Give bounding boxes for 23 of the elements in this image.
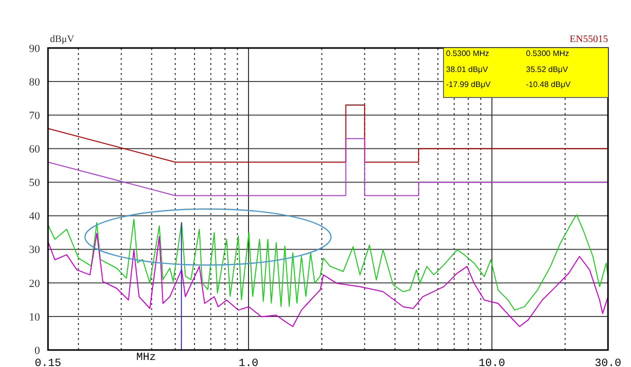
y-tick-label: 40: [29, 210, 40, 223]
y-tick-label: 70: [29, 110, 40, 122]
annotation: -10.48 dBμV: [526, 80, 572, 92]
annotation: 38.01 dBμV: [446, 64, 489, 76]
annotation: 0.5300 MHz: [446, 49, 490, 60]
y-tick-label: 30: [29, 244, 40, 256]
annotation: 35.52 dBμV: [526, 64, 569, 76]
y-axis-title: dBμV: [50, 34, 74, 45]
annotation: 0.5300 MHz: [526, 49, 570, 60]
y-tick-label: 20: [29, 278, 40, 290]
x-axis-title: MHz: [136, 352, 156, 364]
annotation: -17.99 dBμV: [446, 80, 492, 92]
x-tick-label: 1.0: [238, 358, 258, 367]
y-tick-label: 80: [29, 76, 40, 88]
x-tick-label: 0.15: [34, 358, 62, 367]
y-tick-label: 0: [34, 344, 40, 357]
x-tick-label: 30.0: [594, 358, 622, 367]
x-tick-label: 10.0: [478, 358, 506, 367]
y-tick-label: 90: [29, 42, 40, 55]
y-tick-label: 60: [29, 144, 40, 156]
y-tick-label: 50: [29, 177, 40, 190]
y-tick-label: 10: [29, 311, 40, 324]
text: EN55015: [570, 34, 608, 45]
